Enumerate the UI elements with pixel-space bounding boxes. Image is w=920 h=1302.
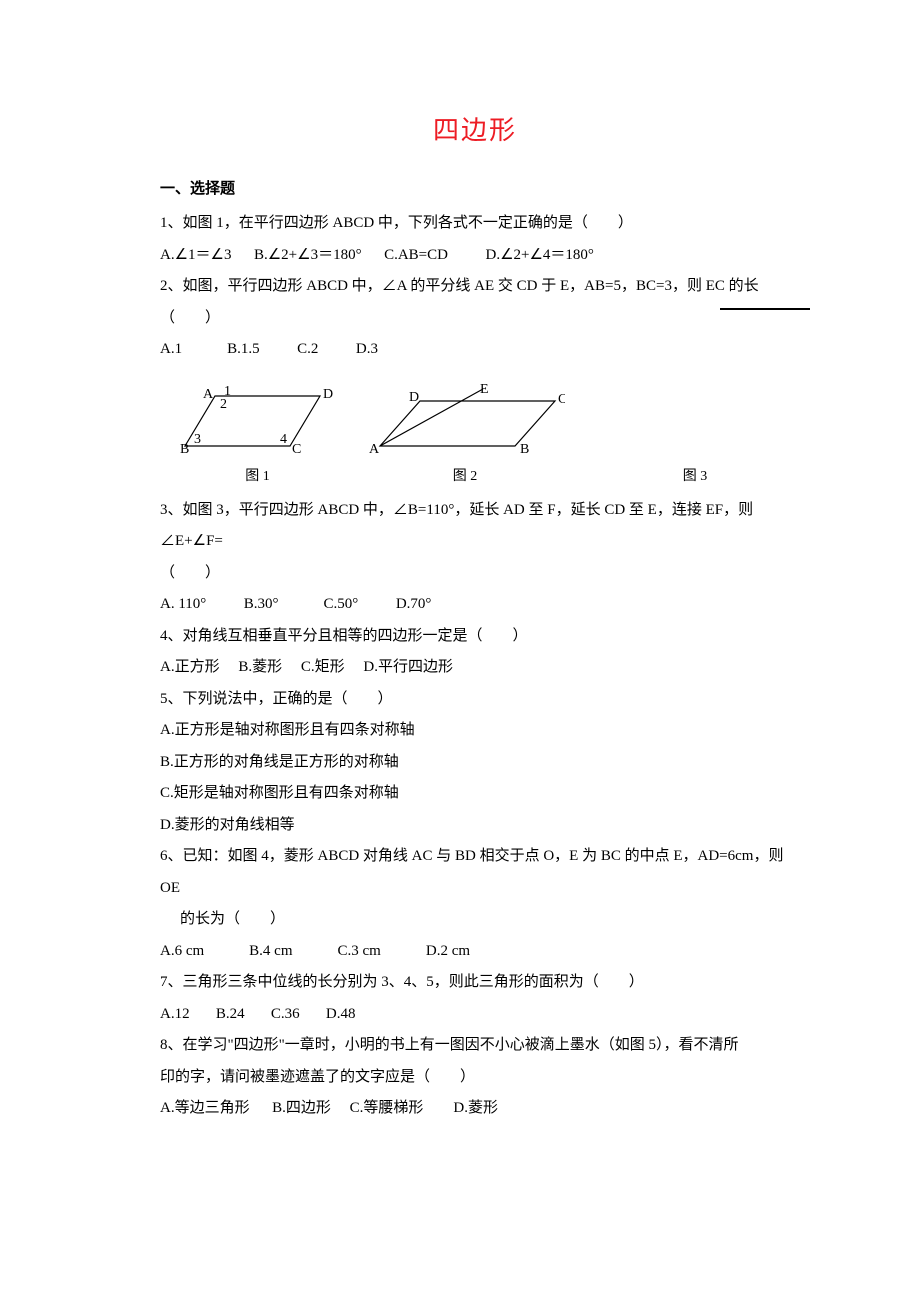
q2-stem-text: 2、如图，平行四边形 ABCD 中，∠A 的平分线 AE 交 CD 于 E，AB… xyxy=(160,278,759,326)
q4-optA: A.正方形 xyxy=(160,659,220,675)
q5-optA: A.正方形是轴对称图形且有四条对称轴 xyxy=(160,715,790,747)
q6-stem-b: 的长为（ ） xyxy=(160,904,790,936)
figure-3: 图 3 xyxy=(665,401,725,485)
q8-optC: C.等腰梯形 xyxy=(350,1100,424,1116)
q3-optC: C.50° xyxy=(324,596,359,612)
q4-options: A.正方形 B.菱形 C.矩形 D.平行四边形 xyxy=(160,652,790,684)
q7-optC: C.36 xyxy=(271,1006,300,1022)
q1-optD: D.∠2+∠4＝180° xyxy=(485,247,593,263)
q7-optD: D.48 xyxy=(326,1006,356,1022)
figure-2: A B C D E 图 2 xyxy=(365,381,565,485)
q2-options: A.1 B.1.5 C.2 D.3 xyxy=(160,334,790,366)
section-heading: 一、选择题 xyxy=(160,177,790,198)
q6-optD: D.2 cm xyxy=(426,943,470,959)
q6-stem-a: 6、已知：如图 4，菱形 ABCD 对角线 AC 与 BD 相交于点 O，E 为… xyxy=(160,841,790,904)
q6-options: A.6 cm B.4 cm C.3 cm D.2 cm xyxy=(160,936,790,968)
fig1-label-D: D xyxy=(323,387,333,402)
q6-optB: B.4 cm xyxy=(249,943,292,959)
q3-stem: 3、如图 3，平行四边形 ABCD 中，∠B=110°，延长 AD 至 F，延长… xyxy=(160,495,790,558)
q2-optA: A.1 xyxy=(160,341,182,357)
q3-options: A. 110° B.30° C.50° D.70° xyxy=(160,589,790,621)
q3-stem-text: 3、如图 3，平行四边形 ABCD 中，∠B=110°，延长 AD 至 F，延长… xyxy=(160,502,753,550)
q8-optB: B.四边形 xyxy=(272,1100,331,1116)
q7-optA: A.12 xyxy=(160,1006,190,1022)
figures-row: A B C D 1 2 3 4 图 1 A B C D E 图 2 xyxy=(180,381,790,485)
q1-options: A.∠1＝∠3 B.∠2+∠3＝180° C.AB=CD D.∠2+∠4＝180… xyxy=(160,240,790,272)
q8-stem-a: 8、在学习"四边形"一章时，小明的书上有一图因不小心被滴上墨水（如图 5），看不… xyxy=(160,1030,790,1062)
page-title: 四边形 xyxy=(160,110,790,147)
q8-stem-b: 印的字，请问被墨迹遮盖了的文字应是（ ） xyxy=(160,1062,790,1094)
fig2-label-C: C xyxy=(558,392,565,407)
q4-stem: 4、对角线互相垂直平分且相等的四边形一定是（ ） xyxy=(160,621,790,653)
q5-optC: C.矩形是轴对称图形且有四条对称轴 xyxy=(160,778,790,810)
q6-optC: C.3 cm xyxy=(338,943,381,959)
q5-optD: D.菱形的对角线相等 xyxy=(160,810,790,842)
fig2-caption: 图 2 xyxy=(453,465,478,485)
fig1-label-A: A xyxy=(203,387,214,402)
parallelogram-fig1-icon: A B C D 1 2 3 4 xyxy=(180,381,335,461)
q4-optD: D.平行四边形 xyxy=(363,659,453,675)
fig3-caption: 图 3 xyxy=(683,465,708,485)
fig2-label-E: E xyxy=(480,382,489,397)
q1-stem: 1、如图 1，在平行四边形 ABCD 中，下列各式不一定正确的是（ ） xyxy=(160,208,790,240)
q2-optC: C.2 xyxy=(297,341,318,357)
fig1-label-B: B xyxy=(180,442,189,457)
fig1-angle-3: 3 xyxy=(194,432,201,447)
q7-optB: B.24 xyxy=(216,1006,245,1022)
q7-stem: 7、三角形三条中位线的长分别为 3、4、5，则此三角形的面积为（ ） xyxy=(160,967,790,999)
q3-paren: （ ） xyxy=(160,558,790,590)
q1-optA: A.∠1＝∠3 xyxy=(160,247,231,263)
q8-optD: D.菱形 xyxy=(453,1100,498,1116)
q8-options: A.等边三角形 B.四边形 C.等腰梯形 D.菱形 xyxy=(160,1093,790,1125)
q3-optA: A. 110° xyxy=(160,596,206,612)
q4-optB: B.菱形 xyxy=(238,659,282,675)
q4-optC: C.矩形 xyxy=(301,659,345,675)
figure-1: A B C D 1 2 3 4 图 1 xyxy=(180,381,335,485)
blank-line-icon xyxy=(720,308,810,312)
q8-optA: A.等边三角形 xyxy=(160,1100,250,1116)
fig2-label-D: D xyxy=(409,390,419,405)
q2-stem: 2、如图，平行四边形 ABCD 中，∠A 的平分线 AE 交 CD 于 E，AB… xyxy=(160,271,790,334)
q3-optD: D.70° xyxy=(396,596,432,612)
q2-optD: D.3 xyxy=(356,341,378,357)
q6-optA: A.6 cm xyxy=(160,943,204,959)
q3-optB: B.30° xyxy=(244,596,279,612)
q2-optB: B.1.5 xyxy=(227,341,260,357)
parallelogram-fig2-icon: A B C D E xyxy=(365,381,565,461)
q1-optB: B.∠2+∠3＝180° xyxy=(254,247,362,263)
fig1-angle-2: 2 xyxy=(220,397,227,412)
q1-stem-text: 1、如图 1，在平行四边形 ABCD 中，下列各式不一定正确的是（ ） xyxy=(160,215,633,231)
fig1-caption: 图 1 xyxy=(245,465,270,485)
fig1-angle-4: 4 xyxy=(280,432,287,447)
page: 四边形 一、选择题 1、如图 1，在平行四边形 ABCD 中，下列各式不一定正确… xyxy=(0,0,920,1302)
q7-options: A.12 B.24 C.36 D.48 xyxy=(160,999,790,1031)
q5-stem: 5、下列说法中，正确的是（ ） xyxy=(160,684,790,716)
q5-optB: B.正方形的对角线是正方形的对称轴 xyxy=(160,747,790,779)
fig2-label-B: B xyxy=(520,442,529,457)
q1-optC: C.AB=CD xyxy=(384,247,448,263)
fig2-label-A: A xyxy=(369,442,380,457)
fig1-label-C: C xyxy=(292,442,301,457)
